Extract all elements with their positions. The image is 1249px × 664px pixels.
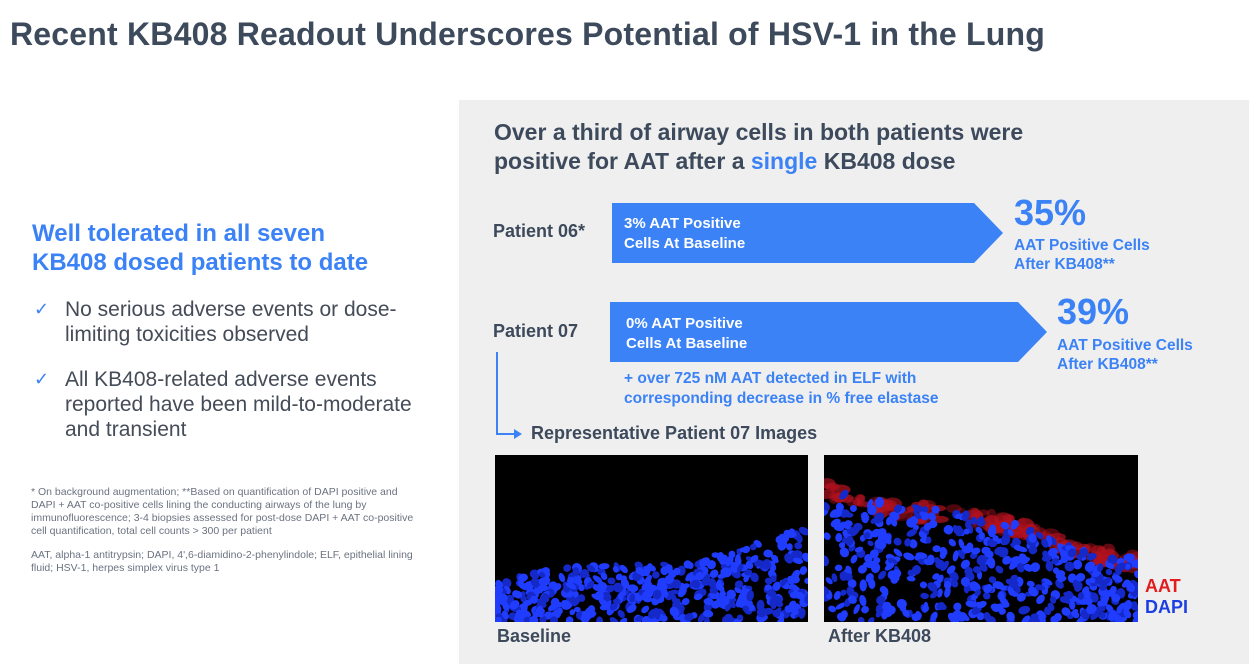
- patient-06-baseline-line1: 3% AAT Positive: [624, 215, 741, 232]
- after-kb408-caption: After KB408: [828, 626, 932, 646]
- patient-06-baseline: 3% AAT Positive Cells At Baseline: [624, 214, 745, 254]
- footnote-abbreviations: AAT, alpha-1 antitrypsin; DAPI, 4',6-dia…: [31, 549, 413, 574]
- page-title: Recent KB408 Readout Underscores Potenti…: [10, 16, 1046, 52]
- patient-06-baseline-line2: Cells At Baseline: [624, 235, 746, 252]
- footnote-definitions: * On background augmentation; **Based on…: [31, 486, 414, 537]
- bullet-text: All KB408-related adverse events reporte…: [65, 368, 412, 441]
- patient-07-result: 39%: [1057, 291, 1130, 332]
- patient-07-baseline-line1: 0% AAT Positive: [626, 315, 743, 332]
- elf-note-line1: + over 725 nM AAT detected in ELF with: [624, 370, 917, 387]
- check-icon: ✓: [34, 369, 50, 389]
- patient-07-result-line2: After KB408**: [1057, 356, 1158, 373]
- left-heading-line1: Well tolerated in all seven: [32, 220, 325, 247]
- panel-heading-part3: KB408 dose: [817, 148, 956, 174]
- left-heading: Well tolerated in all seven KB408 dosed …: [32, 219, 432, 277]
- bullet-item: ✓ No serious adverse events or dose-limi…: [34, 297, 414, 349]
- panel-heading-part1: Over a third of airway cells in both pat…: [494, 119, 1024, 145]
- patient-06-result-line1: AAT Positive Cells: [1014, 237, 1150, 254]
- panel-heading-part2: positive for AAT after a: [494, 148, 751, 174]
- left-heading-line2: KB408 dosed patients to date: [32, 249, 369, 276]
- baseline-microscopy-image: [495, 455, 808, 622]
- images-label: Representative Patient 07 Images: [531, 423, 818, 443]
- patient-07-result-line1: AAT Positive Cells: [1057, 337, 1193, 354]
- patient-07-baseline-line2: Cells At Baseline: [626, 335, 748, 352]
- patient-07-result-label: AAT Positive Cells After KB408**: [1057, 336, 1193, 374]
- patient-06-result-label: AAT Positive Cells After KB408**: [1014, 236, 1150, 274]
- panel-heading-highlight: single: [750, 148, 818, 174]
- patient-06-arrow: [612, 203, 1003, 263]
- patient-06-label: Patient 06*: [493, 221, 586, 241]
- baseline-caption: Baseline: [497, 626, 572, 646]
- patient-06-result-line2: After KB408**: [1014, 256, 1115, 273]
- patient-07-label: Patient 07: [493, 321, 579, 341]
- connector-arrow-icon: [496, 352, 522, 439]
- patient-07-baseline: 0% AAT Positive Cells At Baseline: [626, 314, 747, 354]
- after-kb408-microscopy-image: [824, 455, 1138, 622]
- patient-07-arrow: [610, 302, 1047, 362]
- check-icon: ✓: [34, 299, 50, 319]
- elf-note: + over 725 nM AAT detected in ELF with c…: [624, 369, 938, 409]
- panel-heading: Over a third of airway cells in both pat…: [494, 118, 1194, 176]
- patient-06-result: 35%: [1014, 192, 1087, 233]
- legend-dapi: DAPI: [1145, 597, 1189, 617]
- elf-note-line2: corresponding decrease in % free elastas…: [624, 390, 939, 407]
- bullet-text: No serious adverse events or dose-limiti…: [65, 298, 397, 346]
- legend-aat: AAT: [1145, 576, 1181, 596]
- bullet-item: ✓ All KB408-related adverse events repor…: [34, 367, 414, 445]
